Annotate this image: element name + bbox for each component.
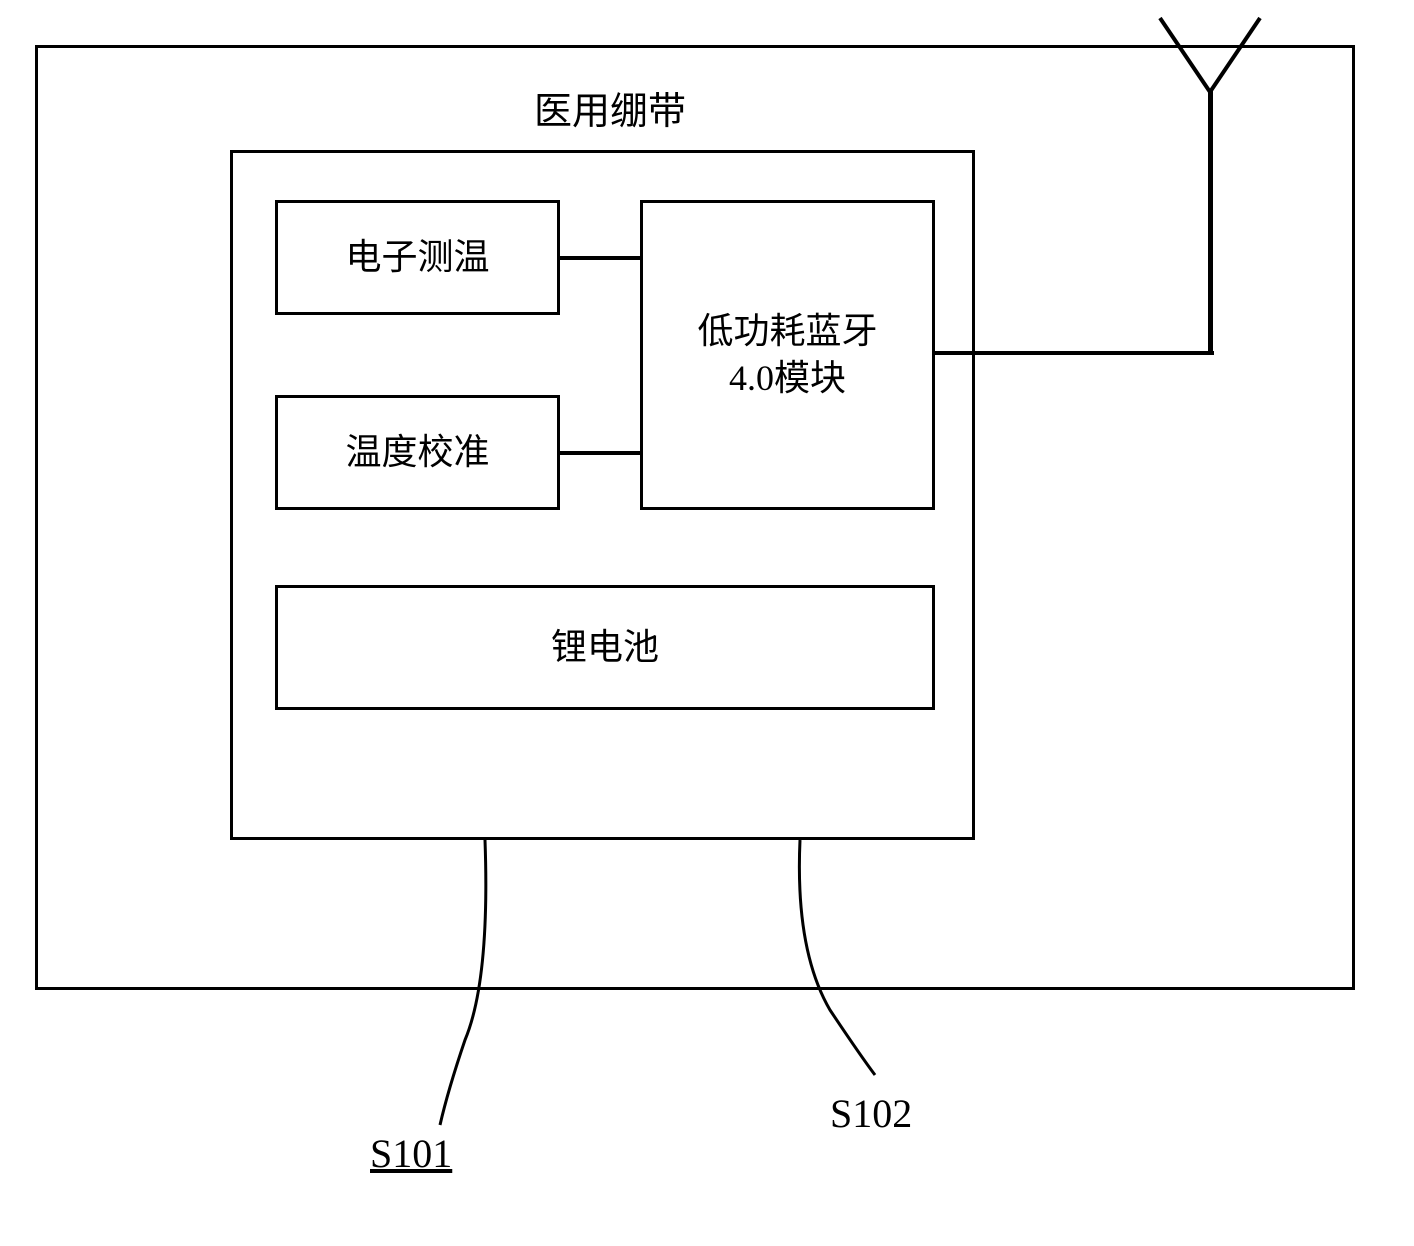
block-temp-sensor: 电子测温	[275, 200, 560, 315]
antenna-vertical	[1208, 90, 1213, 355]
antenna-v-icon	[1150, 10, 1270, 100]
callout-curve-s101	[370, 840, 570, 1140]
diagram-title: 医用绷带	[480, 80, 740, 135]
connector-calib-bt	[560, 451, 640, 455]
block-bluetooth-label: 低功耗蓝牙 4.0模块	[697, 308, 877, 402]
connector-sensor-bt	[560, 256, 640, 260]
label-s101: S101	[370, 1130, 452, 1177]
block-bluetooth-label-line2: 4.0模块	[697, 355, 877, 402]
block-battery: 锂电池	[275, 585, 935, 710]
block-temp-sensor-label: 电子测温	[345, 234, 489, 281]
block-temp-calibration-label: 温度校准	[345, 429, 489, 476]
antenna-horizontal	[935, 351, 1214, 355]
block-battery-label: 锂电池	[551, 624, 659, 671]
block-bluetooth-label-line1: 低功耗蓝牙	[697, 308, 877, 355]
block-bluetooth: 低功耗蓝牙 4.0模块	[640, 200, 935, 510]
label-s102: S102	[830, 1090, 912, 1137]
callout-curve-s102	[770, 840, 950, 1090]
block-temp-calibration: 温度校准	[275, 395, 560, 510]
